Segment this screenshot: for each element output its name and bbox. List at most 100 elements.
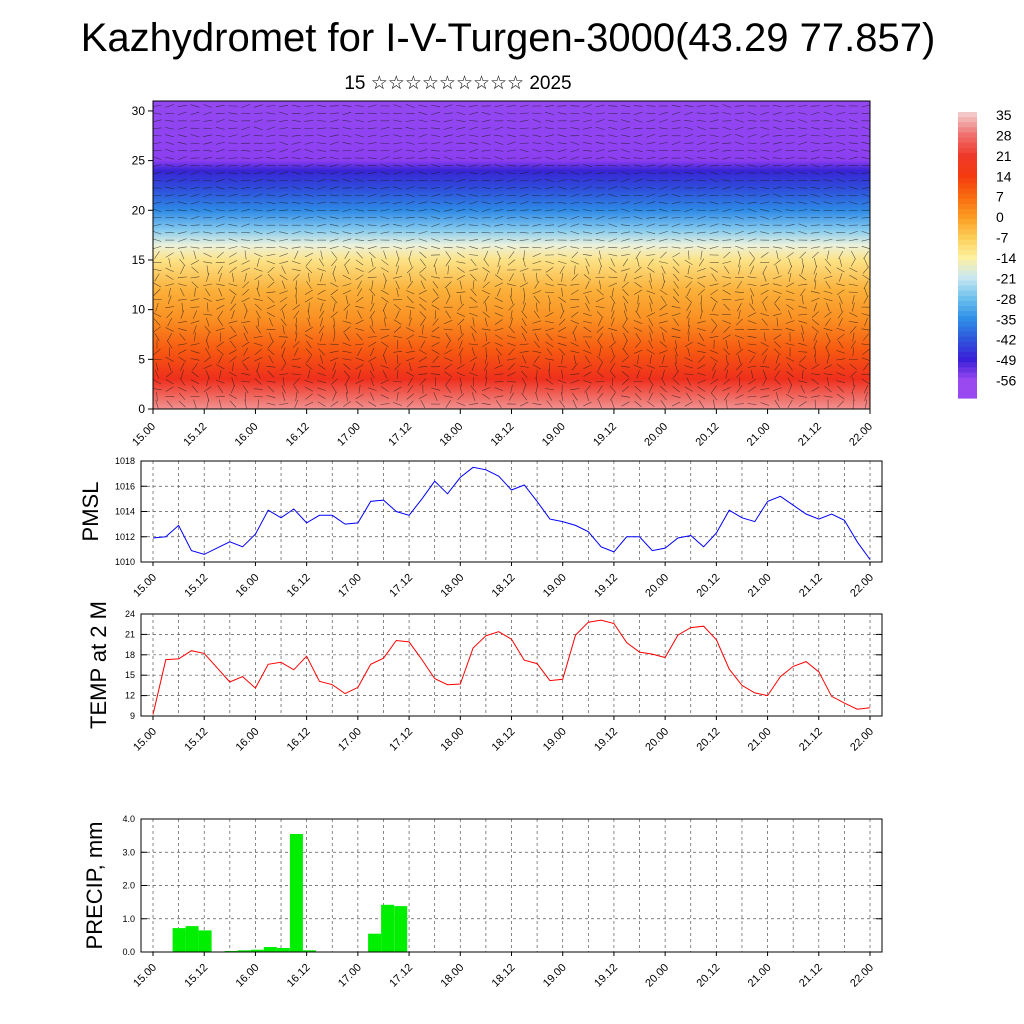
x-tick-label: 15.00 <box>131 962 159 990</box>
wind-barb <box>785 112 795 115</box>
wind-barb <box>485 377 488 387</box>
wind-barb <box>266 201 276 204</box>
wind-barb <box>672 259 680 266</box>
wind-barb <box>456 274 465 280</box>
wind-barb <box>497 354 501 364</box>
wind-barb <box>279 202 289 204</box>
wind-barb <box>153 318 161 326</box>
wind-barb <box>583 349 592 354</box>
wind-barb <box>494 395 504 398</box>
wind-barb <box>637 354 639 364</box>
wind-barb <box>457 333 465 341</box>
wind-barb <box>684 401 693 407</box>
colorbar-segment <box>958 321 977 328</box>
y-tick-label: 1016 <box>115 481 135 491</box>
wind-barb <box>674 362 678 372</box>
wind-barb <box>342 320 352 324</box>
wind-barb <box>658 156 668 160</box>
x-tick-label: 15.12 <box>181 421 209 449</box>
wind-barb <box>521 377 527 386</box>
wind-barb <box>660 251 667 259</box>
colorbar-segment <box>958 112 977 118</box>
x-tick-label: 21.12 <box>797 962 825 990</box>
wind-barb <box>823 186 833 190</box>
wind-barb <box>738 257 741 267</box>
wind-barb <box>747 202 757 204</box>
wind-barb <box>241 381 251 383</box>
wind-barb <box>823 328 833 331</box>
wind-barb <box>661 280 666 290</box>
wind-barb <box>443 104 453 108</box>
wind-barb <box>291 164 301 167</box>
wind-barb <box>418 296 427 303</box>
wind-barb <box>468 187 479 189</box>
wind-barb <box>522 302 526 312</box>
wind-barb <box>367 246 377 250</box>
wind-barb <box>863 251 869 259</box>
wind-barb <box>583 313 592 317</box>
wind-barb <box>760 194 770 197</box>
wind-barb <box>837 310 844 319</box>
wind-barb <box>254 348 262 356</box>
wind-barb <box>570 342 580 347</box>
wind-barb <box>443 209 453 212</box>
wind-barb <box>266 238 276 242</box>
wind-barb <box>747 208 757 212</box>
wind-barb <box>333 317 336 327</box>
wind-barb <box>710 296 718 303</box>
wind-barb <box>165 201 175 204</box>
wind-barb <box>557 283 567 286</box>
wind-barb <box>861 343 871 346</box>
wind-barb <box>557 335 567 339</box>
wind-barb <box>216 251 224 259</box>
wind-barb <box>367 127 377 129</box>
wind-barb <box>661 377 666 386</box>
wind-barb <box>204 325 211 334</box>
precip-bar <box>289 834 303 952</box>
wind-barb <box>608 186 618 190</box>
wind-barb <box>481 171 491 175</box>
wind-barb <box>395 258 400 267</box>
wind-barb <box>152 119 162 123</box>
colorbar-segment <box>958 214 977 220</box>
wind-barb <box>862 333 870 341</box>
wind-barb <box>570 156 580 160</box>
wind-barb <box>507 224 516 227</box>
wind-barb <box>620 246 630 249</box>
wind-barb <box>431 164 440 168</box>
wind-barb <box>507 283 516 287</box>
wind-barb <box>331 258 338 267</box>
wind-barb <box>405 350 415 353</box>
wind-barb <box>178 349 187 355</box>
wind-barb <box>431 150 441 152</box>
wind-barb <box>266 253 276 257</box>
wind-barb <box>267 370 275 378</box>
colorbar-label: 7 <box>996 189 1004 205</box>
precip-ylabel: PRECIP, mm <box>82 822 107 950</box>
wind-barb <box>165 274 174 280</box>
wind-barb <box>747 283 757 286</box>
wind-barb <box>253 104 263 108</box>
wind-barb <box>370 392 375 401</box>
wind-barb <box>595 156 605 160</box>
wind-barb <box>405 290 415 295</box>
wind-barb <box>687 347 691 357</box>
wind-barb <box>443 112 453 115</box>
wind-barb <box>281 280 286 290</box>
wind-barb <box>634 289 643 295</box>
wind-barb <box>787 399 793 409</box>
wind-barb <box>709 134 719 137</box>
x-tick-label: 16.00 <box>234 962 262 990</box>
wind-barb <box>190 104 200 108</box>
wind-barb <box>595 104 605 108</box>
wind-barb <box>443 179 453 182</box>
wind-barb <box>521 392 528 401</box>
colorbar-segment <box>958 203 977 210</box>
wind-barb <box>558 296 566 303</box>
wind-barb <box>329 343 339 346</box>
wind-barb <box>774 341 781 348</box>
wind-barb <box>572 325 578 334</box>
wind-barb <box>850 326 857 334</box>
colorbar-label: -49 <box>996 352 1016 368</box>
